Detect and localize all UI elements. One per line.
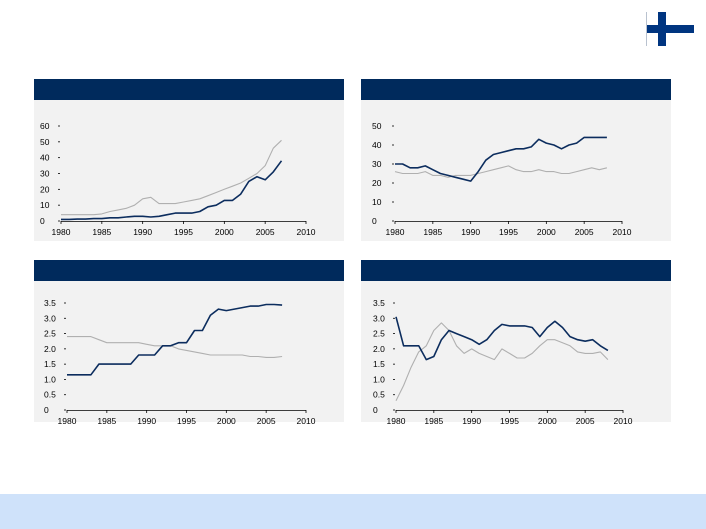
- y-tick-label: 0: [373, 405, 378, 415]
- x-tick-label: 2010: [297, 227, 316, 237]
- x-tick-label: 2005: [576, 416, 595, 426]
- y-tick-label: 1.5: [373, 359, 385, 369]
- chart-3-plot: 0 0.5 1.0 1.5 2.0 2.5 3.0 3.5 1980 1985 1990 1995 20…: [44, 298, 316, 426]
- chart-2-plot: 0 10 20 30 40 50 1980 1985 1990 1995 2000 2005 2010: [372, 121, 632, 237]
- series-line-light: [61, 139, 282, 216]
- y-tick-label: 3.0: [44, 313, 56, 323]
- y-tick-label: 40: [40, 153, 50, 163]
- series-line-dark: [67, 303, 283, 376]
- y-tick-label: 0: [44, 405, 49, 415]
- x-tick-label: 1980: [52, 227, 71, 237]
- flag-divider: [646, 12, 647, 46]
- y-tick-label: 1.0: [373, 374, 385, 384]
- series-line-light: [67, 336, 283, 358]
- x-tick-label: 1985: [424, 416, 443, 426]
- x-tick-label: 1995: [174, 227, 193, 237]
- y-tick-label: 30: [372, 159, 382, 169]
- y-tick-label: 1.0: [44, 374, 56, 384]
- y-tick-label: 2.0: [373, 344, 385, 354]
- x-tick-label: 2000: [537, 227, 556, 237]
- y-tick-label: 0.5: [44, 390, 56, 400]
- y-tick-label: 60: [40, 121, 50, 131]
- x-tick-label: 1985: [423, 227, 442, 237]
- y-tick-label: 3.5: [44, 298, 56, 308]
- series-line-dark: [61, 160, 283, 221]
- chart-panel-2-header: [361, 79, 671, 100]
- chart-panel-1: 0 10 20 30 40 50 60 1980 1985 1990 1995 2000 2005 201…: [34, 79, 344, 241]
- series-line-light: [394, 165, 608, 178]
- y-tick-label: 2.5: [373, 329, 385, 339]
- x-tick-label: 2005: [257, 416, 276, 426]
- y-tick-label: 10: [40, 200, 50, 210]
- x-tick-label: 1980: [387, 416, 406, 426]
- y-tick-label: 0.5: [373, 390, 385, 400]
- y-tick-label: 3.5: [373, 298, 385, 308]
- x-tick-label: 1995: [500, 416, 519, 426]
- x-tick-label: 2005: [256, 227, 275, 237]
- x-tick-label: 2000: [538, 416, 557, 426]
- series-line-light: [395, 322, 609, 402]
- x-tick-label: 1990: [137, 416, 156, 426]
- x-tick-label: 2005: [575, 227, 594, 237]
- x-tick-label: 1990: [462, 416, 481, 426]
- x-tick-label: 2000: [217, 416, 236, 426]
- y-tick-label: 0: [40, 216, 45, 226]
- y-tick-label: 2.0: [44, 344, 56, 354]
- series-line-dark: [395, 316, 609, 361]
- y-tick-label: 30: [40, 169, 50, 179]
- y-tick-label: 50: [40, 137, 50, 147]
- series-line-dark: [395, 136, 607, 182]
- chart-panel-2: 0 10 20 30 40 50 1980 1985 1990 1995 2000 2005 2010: [361, 79, 671, 241]
- finland-flag-icon: [646, 12, 694, 46]
- x-tick-label: 1990: [461, 227, 480, 237]
- x-tick-label: 2000: [215, 227, 234, 237]
- y-tick-label: 10: [372, 197, 382, 207]
- chart-1-plot: 0 10 20 30 40 50 60 1980 1985 1990 1995 2000 2005 201…: [40, 121, 316, 237]
- y-tick-label: 50: [372, 121, 382, 131]
- x-tick-label: 2010: [297, 416, 316, 426]
- y-tick-label: 20: [40, 184, 50, 194]
- chart-panel-4: 0 0.5 1.0 1.5 2.0 2.5 3.0 3.5 1980 1985 1990 1995 20…: [361, 260, 671, 426]
- x-tick-label: 1990: [133, 227, 152, 237]
- chart-panel-1-header: [34, 79, 344, 100]
- chart-4-plot: 0 0.5 1.0 1.5 2.0 2.5 3.0 3.5 1980 1985 1990 1995 20…: [373, 298, 633, 426]
- x-tick-label: 1985: [97, 416, 116, 426]
- x-tick-label: 2010: [614, 416, 633, 426]
- y-tick-label: 3.0: [373, 313, 385, 323]
- x-tick-label: 2010: [613, 227, 632, 237]
- y-tick-label: 1.5: [44, 359, 56, 369]
- chart-panel-4-header: [361, 260, 671, 281]
- x-tick-label: 1995: [177, 416, 196, 426]
- footer-bar: [0, 494, 706, 529]
- chart-panel-3: 0 0.5 1.0 1.5 2.0 2.5 3.0 3.5 1980 1985 1990 1995 20…: [34, 260, 344, 426]
- x-tick-label: 1995: [499, 227, 518, 237]
- x-tick-label: 1980: [386, 227, 405, 237]
- x-tick-label: 1985: [92, 227, 111, 237]
- y-tick-label: 40: [372, 140, 382, 150]
- x-tick-label: 1980: [58, 416, 77, 426]
- y-tick-label: 20: [372, 178, 382, 188]
- y-tick-label: 0: [372, 216, 377, 226]
- y-tick-label: 2.5: [44, 329, 56, 339]
- chart-panel-3-header: [34, 260, 344, 281]
